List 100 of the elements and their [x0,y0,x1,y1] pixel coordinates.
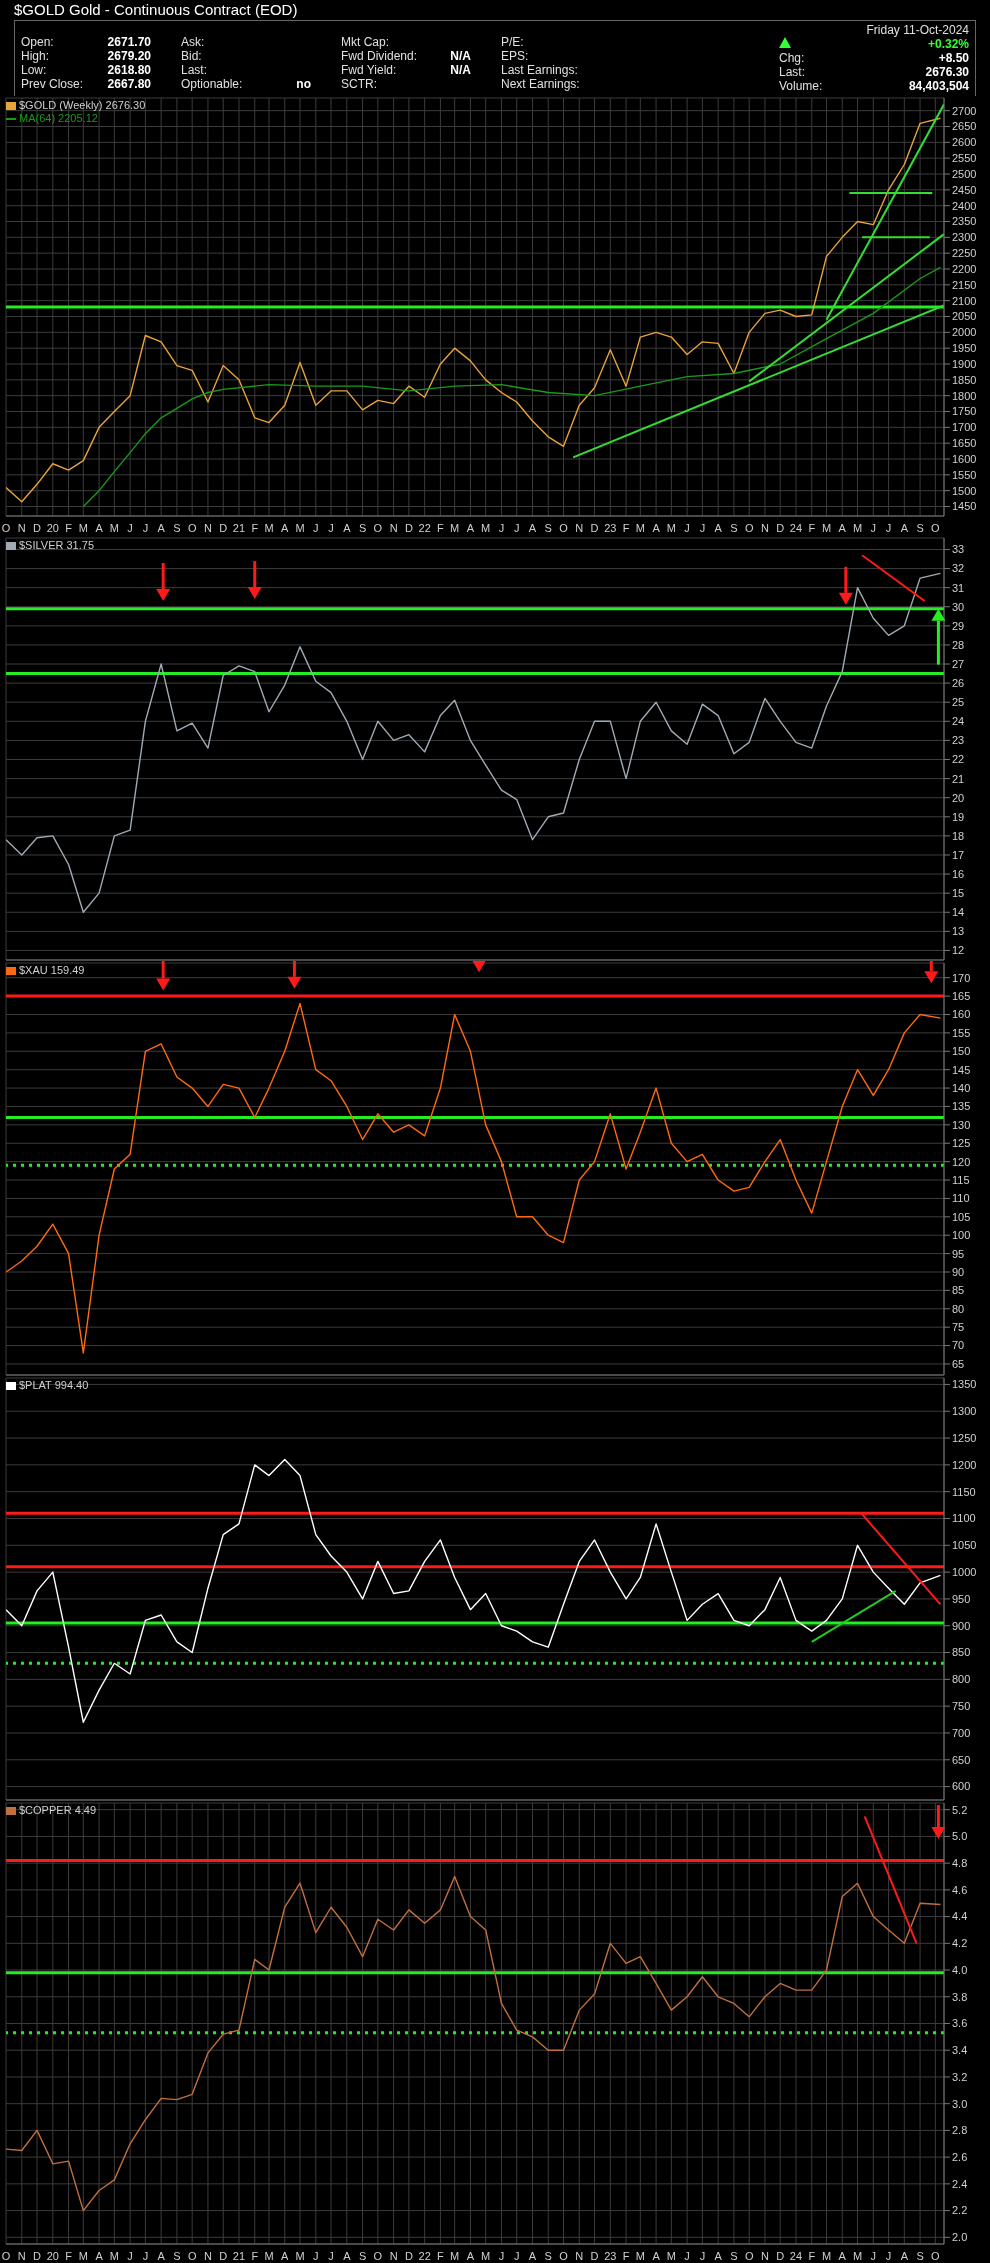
y-tick-label: 14 [952,906,965,919]
y-tick-label: 150 [952,1045,971,1058]
text: Last: 2676.30 [779,65,969,79]
y-tick-label: 4.2 [952,1937,968,1950]
x-tick-label: M [635,521,645,534]
y-tick-label: 2.0 [952,2231,968,2244]
x-tick-label: J [127,521,133,534]
y-tick-label: 1750 [952,405,977,418]
x-tick-label: A [652,2249,661,2262]
y-tick-label: 750 [952,1700,971,1713]
text: Volume: 84,403,504 [779,79,969,93]
y-tick-label: 15 [952,887,965,900]
text: Fwd Yield: N/A [341,63,471,77]
y-tick-label: 22 [952,753,965,766]
x-tick-label: F [808,521,816,534]
y-tick-label: 19 [952,810,965,823]
y-tick-label: 2150 [952,278,977,291]
x-tick-label: F [808,2249,816,2262]
y-tick-label: 3.4 [952,2044,968,2057]
x-tick-label: M [450,2249,460,2262]
y-tick-label: 1850 [952,373,977,386]
y-tick-label: 155 [952,1026,971,1039]
x-tick-label: A [714,2249,723,2262]
y-tick-label: 13 [952,925,965,938]
x-tick-label: S [916,521,924,534]
y-tick-label: 1100 [952,1512,976,1525]
x-tick-label: 23 [604,521,617,534]
y-tick-label: 2450 [952,183,977,196]
y-tick-label: 24 [952,715,965,728]
x-tick-label: J [127,2249,133,2262]
y-tick-label: 1900 [952,357,977,370]
x-tick-label: O [1,2249,11,2262]
text: Friday 11-Oct-2024 [865,23,969,37]
y-tick-label: 75 [952,1321,965,1334]
y-tick-label: 1650 [952,437,977,450]
x-tick-label: N [17,2249,26,2262]
text: High: 2679.20 [21,49,151,63]
x-tick-label: M [852,2249,863,2262]
y-tick-label: 2300 [952,231,977,244]
y-tick-label: 115 [952,1173,970,1186]
x-tick-label: M [109,2249,119,2262]
x-tick-label: A [466,2249,475,2262]
x-tick-label: J [699,2249,706,2262]
x-tick-label: M [295,2249,305,2262]
x-tick-label: 21 [232,521,246,534]
y-tick-label: 4.0 [952,1963,968,1976]
y-tick-label: 2550 [952,152,977,165]
x-tick-label: S [916,2249,924,2262]
text: Low: 2618.80 [21,63,151,77]
y-tick-label: 120 [952,1155,971,1168]
y-tick-label: 1350 [952,1378,977,1391]
text: Ask: [181,35,205,49]
x-tick-label: F [251,2249,259,2262]
text: SCTR: [341,77,377,91]
y-tick-label: 18 [952,829,965,842]
x-tick-label: J [870,2249,877,2262]
y-tick-label: 650 [952,1753,971,1766]
x-tick-label: J [328,521,334,534]
y-tick-label: 23 [952,734,965,747]
x-tick-label: A [900,521,909,534]
x-tick-label: S [173,2249,181,2262]
x-tick-label: O [187,2249,197,2262]
x-tick-label: 24 [789,521,803,534]
y-tick-label: 3.2 [952,2070,968,2083]
x-tick-label: J [513,2249,520,2262]
x-tick-label: J [313,521,319,534]
y-tick-label: 3.8 [952,1990,968,2003]
y-tick-label: 2050 [952,310,977,323]
y-tick-label: 20 [952,791,965,804]
y-tick-label: 31 [952,581,965,594]
x-tick-label: M [635,2249,645,2262]
x-tick-label: A [466,521,475,534]
text: Bid: [181,49,202,63]
x-tick-label: O [931,2249,941,2262]
legend-label: $COPPER 4.49 [19,1804,97,1817]
x-tick-label: O [187,521,197,534]
y-tick-label: 160 [952,1008,971,1021]
y-tick-label: 900 [952,1619,971,1632]
text: Optionable: no [181,77,311,91]
x-tick-label: N [760,2249,769,2262]
x-tick-label: F [65,521,73,534]
legend-label: $SILVER 31.75 [19,539,95,552]
y-tick-label: 25 [952,696,965,709]
y-tick-label: 1500 [952,484,977,497]
x-tick-label: M [481,2249,491,2262]
y-tick-label: 2.6 [952,2151,968,2164]
x-tick-label: M [821,2249,832,2262]
text: Next Earnings: [501,77,580,91]
x-tick-label: O [744,521,754,534]
y-tick-label: 2600 [952,136,977,149]
x-tick-label: O [373,521,383,534]
text: Fwd Dividend: N/A [341,49,471,63]
text: EPS: [501,49,529,63]
y-tick-label: 2400 [952,199,977,212]
x-tick-label: N [575,2249,584,2262]
text: Chg: +8.50 [779,51,969,65]
y-tick-label: 600 [952,1780,971,1793]
x-tick-label: D [404,2249,413,2262]
x-tick-label: A [95,2249,104,2262]
y-tick-label: 12 [952,944,965,957]
